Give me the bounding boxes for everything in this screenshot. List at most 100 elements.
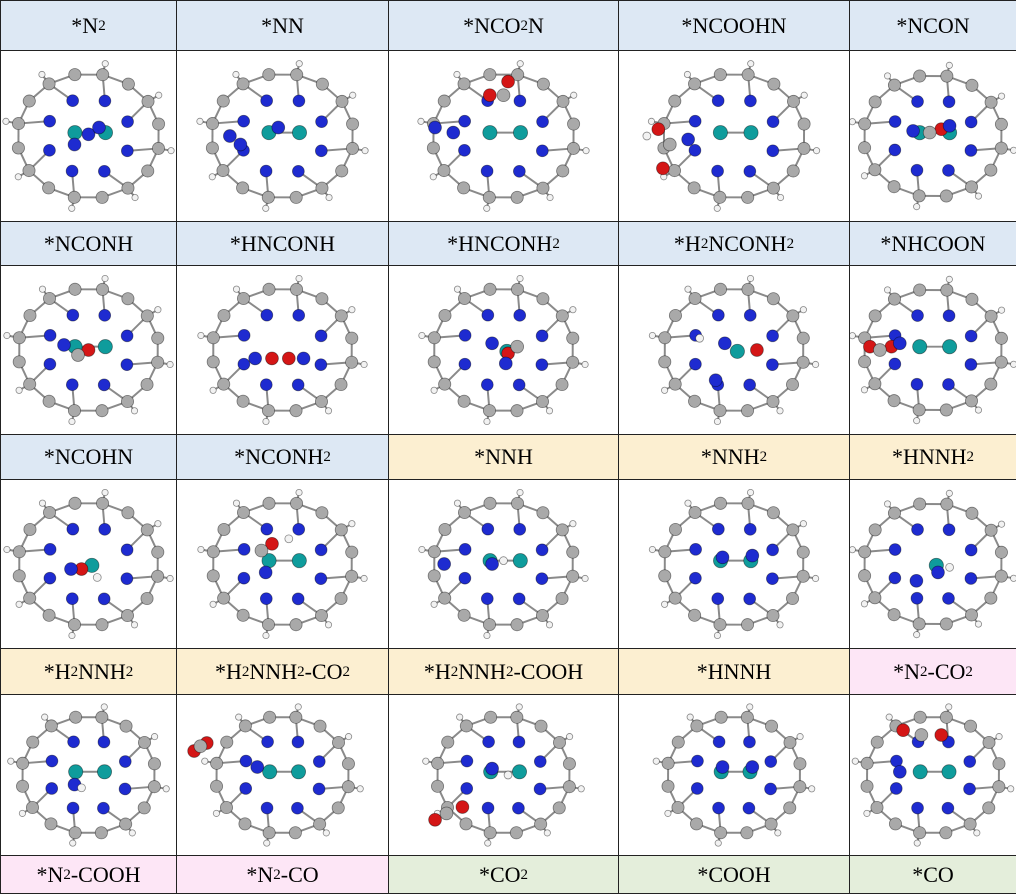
hydrogen-atom xyxy=(419,332,425,338)
hydrogen-atom xyxy=(4,332,10,338)
hydrogen-atom xyxy=(325,622,331,628)
oxygen-atom xyxy=(652,123,665,136)
carbon-atom xyxy=(290,711,302,723)
hydrogen-atom xyxy=(685,500,691,506)
hydrogen-atom xyxy=(946,276,952,282)
carbon-atom xyxy=(23,164,35,176)
nitrogen-atom xyxy=(240,783,252,795)
hydrogen-atom xyxy=(800,521,806,527)
carbon-atom xyxy=(767,293,779,305)
carbon-atom xyxy=(458,609,470,621)
hydrogen-atom xyxy=(93,573,101,581)
hydrogen-atom xyxy=(296,489,302,495)
carbon-atom xyxy=(263,68,275,80)
molecule-structure-image xyxy=(0,265,177,435)
carbon-atom xyxy=(797,332,809,344)
nitrogen-atom xyxy=(459,358,471,370)
carbon-atom xyxy=(858,356,870,368)
carbon-atom xyxy=(458,292,470,304)
hydrogen-atom xyxy=(812,361,818,367)
hydrogen-atom xyxy=(864,810,870,816)
carbon-atom xyxy=(237,78,249,90)
hydrogen-atom xyxy=(8,758,14,764)
carbon-atom xyxy=(217,95,229,107)
nitrogen-atom xyxy=(765,783,777,795)
nitrogen-atom xyxy=(261,309,273,321)
nitrogen-atom xyxy=(121,330,133,342)
nitrogen-atom xyxy=(66,165,78,177)
species-label: *NHCOON xyxy=(849,221,1016,266)
hydrogen-atom xyxy=(643,132,651,140)
nitrogen-atom xyxy=(893,337,906,350)
hydrogen-atom xyxy=(886,714,892,720)
hydrogen-atom xyxy=(131,408,137,414)
hydrogen-atom xyxy=(797,733,803,739)
carbon-atom xyxy=(314,818,326,830)
carbon-atom xyxy=(965,395,977,407)
nitrogen-atom xyxy=(482,523,494,535)
nitrogen-atom xyxy=(459,543,471,555)
carbon-atom xyxy=(96,497,108,509)
nitrogen-atom xyxy=(121,573,133,585)
nitrogen-atom xyxy=(682,133,695,146)
hydrogen-atom xyxy=(457,714,463,720)
nitrogen-atom xyxy=(766,359,778,371)
carbon-atom xyxy=(43,395,55,407)
carbon-atom xyxy=(567,546,579,558)
carbon-atom xyxy=(765,720,777,732)
molecule-svg xyxy=(389,480,618,648)
carbon-atom xyxy=(96,619,108,631)
nitrogen-atom xyxy=(889,572,901,584)
species-label: *NCOOHN xyxy=(618,0,850,51)
carbon-atom xyxy=(485,711,497,723)
hydrogen-atom xyxy=(684,71,690,77)
hydrogen-atom xyxy=(546,408,552,414)
hydrogen-atom xyxy=(155,521,161,527)
oxygen-atom xyxy=(935,729,948,742)
species-label: *NCON xyxy=(849,0,1016,51)
hydrogen-atom xyxy=(775,830,781,836)
nitrogen-atom xyxy=(297,352,310,365)
molecule-structure-image xyxy=(176,479,389,649)
nitrogen-atom xyxy=(514,523,526,535)
molecule-svg xyxy=(1,480,176,648)
carbon-atom xyxy=(457,182,469,194)
nitrogen-atom xyxy=(911,164,923,176)
molecule-svg xyxy=(1,695,176,855)
hydrogen-atom xyxy=(325,408,331,414)
hydrogen-atom xyxy=(516,704,522,710)
carbon-atom xyxy=(794,781,806,793)
carbon-atom xyxy=(290,191,302,203)
nitrogen-atom xyxy=(234,138,247,151)
nitrogen-atom xyxy=(238,358,250,370)
carbon-atom xyxy=(13,570,25,582)
carbon-atom xyxy=(668,164,680,176)
carbon-atom xyxy=(218,378,230,390)
hydrogen-atom xyxy=(517,60,523,66)
nitrogen-atom xyxy=(46,755,58,767)
carbon-atom xyxy=(239,818,251,830)
carbon-atom xyxy=(220,801,232,813)
nitrogen-atom xyxy=(965,573,977,585)
nitrogen-atom xyxy=(119,756,131,768)
nitrogen-atom xyxy=(744,309,756,321)
nitrogen-atom xyxy=(66,379,78,391)
hydrogen-atom xyxy=(357,786,363,792)
carbon-atom xyxy=(346,142,358,154)
hydrogen-atom xyxy=(42,714,48,720)
nitrogen-atom xyxy=(964,756,976,768)
hydrogen-atom xyxy=(777,408,783,414)
carbon-atom xyxy=(715,827,727,839)
nitrogen-atom xyxy=(690,543,702,555)
carbon-atom xyxy=(346,332,358,344)
nitrogen-atom xyxy=(68,138,81,151)
nitrogen-atom xyxy=(260,379,272,391)
nitrogen-atom xyxy=(965,330,977,342)
nitrogen-atom xyxy=(486,558,499,571)
hydrogen-atom xyxy=(349,521,355,527)
carbon-atom xyxy=(27,736,39,748)
carbon-atom xyxy=(557,165,569,177)
species-label: *COOH xyxy=(618,855,850,894)
nitrogen-atom xyxy=(767,330,779,342)
